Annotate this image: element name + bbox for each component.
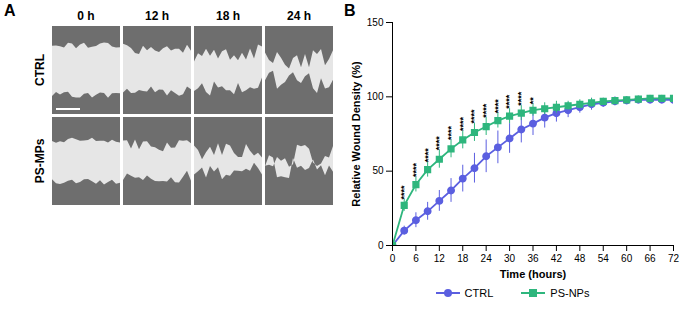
svg-text:12 h: 12 h bbox=[145, 9, 169, 23]
svg-text:0: 0 bbox=[378, 240, 384, 251]
svg-text:****: **** bbox=[481, 103, 491, 118]
svg-text:****: **** bbox=[516, 91, 526, 106]
html-text:PS-NPs: PS-NPs bbox=[550, 287, 590, 299]
svg-text:****: **** bbox=[458, 117, 468, 132]
html-text:CTRL: CTRL bbox=[464, 287, 494, 299]
svg-text:A: A bbox=[4, 2, 16, 19]
svg-text:100: 100 bbox=[367, 91, 384, 102]
svg-text:PS-MPs: PS-MPs bbox=[33, 138, 47, 183]
svg-text:****: **** bbox=[446, 125, 456, 140]
svg-text:60: 60 bbox=[621, 253, 633, 264]
svg-text:36: 36 bbox=[527, 253, 539, 264]
svg-text:24: 24 bbox=[481, 253, 493, 264]
svg-text:72: 72 bbox=[668, 253, 680, 264]
svg-text:Time (hours): Time (hours) bbox=[500, 268, 567, 280]
svg-text:0 h: 0 h bbox=[77, 9, 94, 23]
svg-text:50: 50 bbox=[372, 165, 384, 176]
svg-text:66: 66 bbox=[645, 253, 657, 264]
svg-text:48: 48 bbox=[574, 253, 586, 264]
svg-text:30: 30 bbox=[504, 253, 516, 264]
svg-text:****: **** bbox=[504, 94, 514, 109]
svg-text:12: 12 bbox=[434, 253, 446, 264]
svg-text:****: **** bbox=[469, 109, 479, 124]
svg-text:Relative Wound Density (%): Relative Wound Density (%) bbox=[350, 61, 362, 207]
svg-text:****: **** bbox=[399, 185, 409, 200]
svg-text:42: 42 bbox=[551, 253, 563, 264]
svg-text:6: 6 bbox=[413, 253, 419, 264]
svg-text:CTRL: CTRL bbox=[33, 54, 47, 86]
svg-text:**: ** bbox=[528, 97, 538, 105]
svg-text:54: 54 bbox=[598, 253, 610, 264]
svg-text:****: **** bbox=[423, 148, 433, 163]
svg-text:18: 18 bbox=[457, 253, 469, 264]
svg-text:18 h: 18 h bbox=[216, 9, 240, 23]
svg-text:24 h: 24 h bbox=[287, 9, 311, 23]
svg-text:****: **** bbox=[411, 163, 421, 178]
html-text:B: B bbox=[344, 2, 356, 19]
svg-text:150: 150 bbox=[367, 17, 384, 28]
svg-text:****: **** bbox=[434, 136, 444, 151]
svg-text:0: 0 bbox=[390, 253, 396, 264]
svg-text:****: **** bbox=[493, 99, 503, 114]
